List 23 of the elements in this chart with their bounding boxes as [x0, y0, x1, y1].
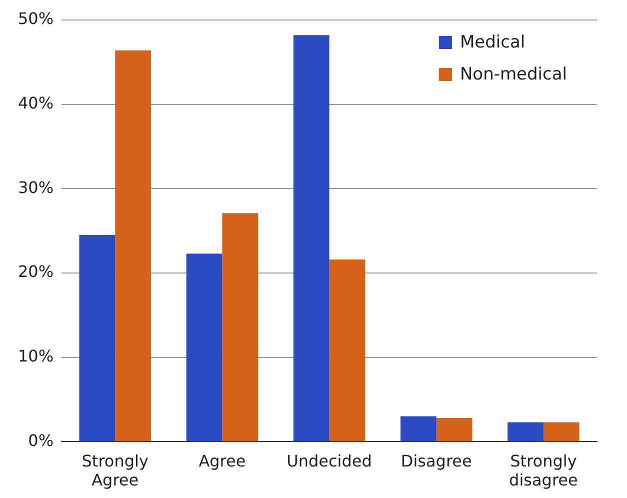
bar: [79, 235, 116, 442]
bar: [436, 418, 472, 442]
bar: [293, 35, 330, 442]
bar: [543, 422, 580, 442]
y-tick-label: 10%: [18, 346, 54, 366]
x-tick-label: Disagree: [400, 451, 472, 470]
bar: [115, 50, 151, 442]
y-tick-label: 40%: [18, 93, 54, 112]
y-tick-label: 20%: [18, 262, 54, 282]
bar: [222, 213, 258, 442]
y-tick-label: 50%: [18, 9, 54, 28]
x-tick-label: Agree: [198, 451, 246, 470]
legend-label: Medical: [460, 32, 526, 52]
y-tick-label: 30%: [18, 178, 54, 197]
bar: [400, 416, 436, 442]
y-tick-label: 0%: [28, 430, 54, 450]
x-tick-label: Undecided: [286, 451, 372, 470]
bar: [508, 422, 544, 442]
x-tick-label: Strongly disagree: [509, 451, 578, 490]
x-tick-label: Strongly Agree: [82, 451, 148, 490]
legend-label: Non-medical: [460, 64, 567, 84]
bar: [329, 259, 366, 442]
bar: [186, 254, 222, 442]
